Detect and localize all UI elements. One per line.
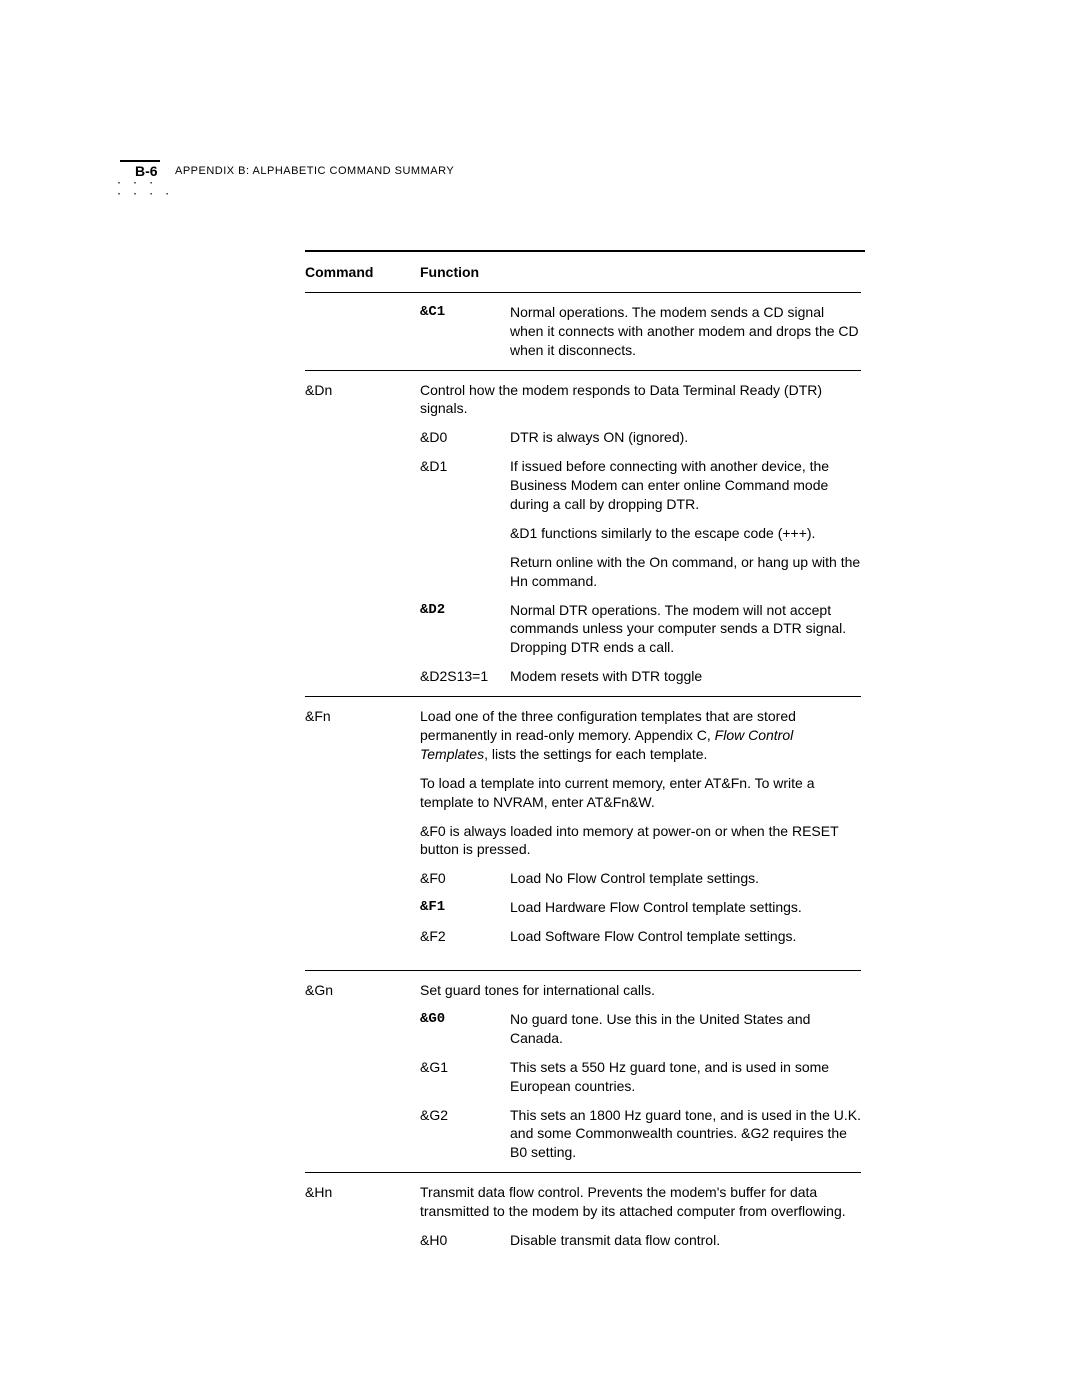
cell-command: [305, 1101, 420, 1168]
header-appendix: APPENDIX B: ALPHABETIC COMMAND SUMMARY: [175, 165, 454, 177]
cell-command: [305, 298, 420, 365]
cell-description: Disable transmit data flow control.: [510, 1226, 865, 1255]
cell-subcommand: &D2S13=1: [420, 662, 510, 691]
cell-description: Set guard tones for international calls.: [420, 976, 865, 1005]
cell-subcommand: &G2: [420, 1101, 510, 1168]
header-dots: · · ·· · · ·: [116, 178, 172, 200]
table-row: &G2This sets an 1800 Hz guard tone, and …: [305, 1101, 865, 1168]
table-row: &DnControl how the modem responds to Dat…: [305, 376, 865, 424]
cell-description: &F0 is always loaded into memory at powe…: [420, 817, 865, 865]
cell-description: Control how the modem responds to Data T…: [420, 376, 865, 424]
table-row: &D2Normal DTR operations. The modem will…: [305, 596, 865, 663]
table-row: &D2S13=1Modem resets with DTR toggle: [305, 662, 865, 691]
table-row: &F0 is always loaded into memory at powe…: [305, 817, 865, 865]
cell-command: &Dn: [305, 376, 420, 424]
table-row: &FnLoad one of the three configuration t…: [305, 702, 865, 769]
table-header-row: CommandFunction: [305, 258, 865, 287]
cell-subcommand: &D0: [420, 423, 510, 452]
rule: [305, 365, 865, 376]
command-table: CommandFunction&C1Normal operations. The…: [305, 258, 865, 1255]
header-function: Function: [420, 258, 865, 287]
cell-command: [305, 519, 420, 548]
cell-subcommand: &F2: [420, 922, 510, 951]
page-number: B-6: [135, 163, 158, 179]
table-row: &HnTransmit data flow control. Prevents …: [305, 1178, 865, 1226]
cell-subcommand: &D2: [420, 596, 510, 663]
table-row: &F2Load Software Flow Control template s…: [305, 922, 865, 951]
cell-description: Normal operations. The modem sends a CD …: [510, 298, 865, 365]
cell-command: [305, 922, 420, 951]
table-row: &G1This sets a 550 Hz guard tone, and is…: [305, 1053, 865, 1101]
cell-description: Load Software Flow Control template sett…: [510, 922, 865, 951]
gap: [305, 951, 865, 965]
table-row: &F1Load Hardware Flow Control template s…: [305, 893, 865, 922]
cell-command: &Fn: [305, 702, 420, 769]
header-command: Command: [305, 258, 420, 287]
cell-subcommand: &G0: [420, 1005, 510, 1053]
cell-subcommand: &G1: [420, 1053, 510, 1101]
cell-description: &D1 functions similarly to the escape co…: [510, 519, 865, 548]
cell-subcommand: &H0: [420, 1226, 510, 1255]
cell-command: [305, 893, 420, 922]
header-rule: [120, 160, 160, 162]
content-area: CommandFunction&C1Normal operations. The…: [305, 250, 865, 1255]
cell-command: [305, 1226, 420, 1255]
cell-command: [305, 1005, 420, 1053]
table-row: &D1 functions similarly to the escape co…: [305, 519, 865, 548]
table-row: &H0Disable transmit data flow control.: [305, 1226, 865, 1255]
rule: [305, 1167, 865, 1178]
cell-command: &Hn: [305, 1178, 420, 1226]
cell-description: This sets a 550 Hz guard tone, and is us…: [510, 1053, 865, 1101]
cell-subcommand: &D1: [420, 452, 510, 519]
cell-subcommand: &F0: [420, 864, 510, 893]
cell-description: Load Hardware Flow Control template sett…: [510, 893, 865, 922]
cell-description: Load No Flow Control template settings.: [510, 864, 865, 893]
cell-description: If issued before connecting with another…: [510, 452, 865, 519]
cell-description: To load a template into current memory, …: [420, 769, 865, 817]
table-row: &C1Normal operations. The modem sends a …: [305, 298, 865, 365]
table-top-rule: [305, 250, 865, 252]
cell-description: DTR is always ON (ignored).: [510, 423, 865, 452]
cell-command: [305, 596, 420, 663]
cell-command: [305, 817, 420, 865]
table-row: Return online with the On command, or ha…: [305, 548, 865, 596]
rule: [305, 287, 865, 298]
table-row: &D1If issued before connecting with anot…: [305, 452, 865, 519]
table-row: &F0Load No Flow Control template setting…: [305, 864, 865, 893]
table-row: To load a template into current memory, …: [305, 769, 865, 817]
cell-description: This sets an 1800 Hz guard tone, and is …: [510, 1101, 865, 1168]
cell-description: Transmit data flow control. Prevents the…: [420, 1178, 865, 1226]
cell-subcommand: &C1: [420, 298, 510, 365]
cell-command: [305, 1053, 420, 1101]
table-row: &G0No guard tone. Use this in the United…: [305, 1005, 865, 1053]
cell-description: Modem resets with DTR toggle: [510, 662, 865, 691]
rule: [305, 965, 865, 976]
cell-command: [305, 662, 420, 691]
cell-command: [305, 423, 420, 452]
cell-description: No guard tone. Use this in the United St…: [510, 1005, 865, 1053]
table-body: CommandFunction&C1Normal operations. The…: [305, 258, 865, 1255]
cell-command: &Gn: [305, 976, 420, 1005]
cell-subcommand: [420, 519, 510, 548]
cell-description: Load one of the three configuration temp…: [420, 702, 865, 769]
cell-command: [305, 769, 420, 817]
cell-subcommand: &F1: [420, 893, 510, 922]
table-row: &D0DTR is always ON (ignored).: [305, 423, 865, 452]
cell-description: Return online with the On command, or ha…: [510, 548, 865, 596]
table-row: &GnSet guard tones for international cal…: [305, 976, 865, 1005]
cell-command: [305, 548, 420, 596]
cell-command: [305, 452, 420, 519]
cell-command: [305, 864, 420, 893]
rule: [305, 691, 865, 702]
cell-description: Normal DTR operations. The modem will no…: [510, 596, 865, 663]
cell-subcommand: [420, 548, 510, 596]
